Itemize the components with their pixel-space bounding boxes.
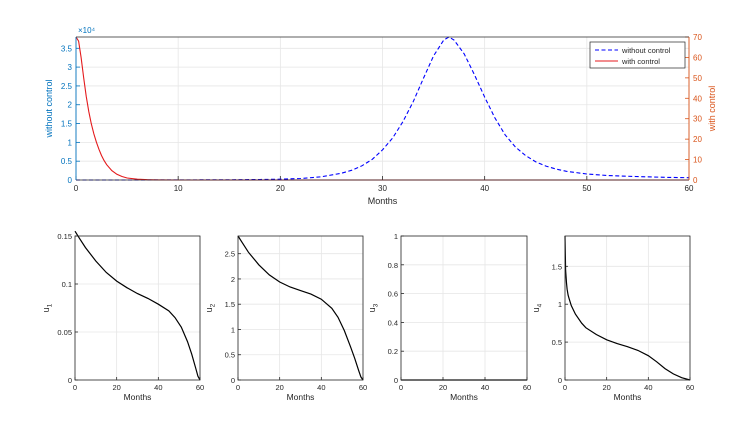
series-line-with-control	[75, 36, 689, 181]
x-tick-label: 40	[317, 383, 325, 392]
x-tick-label: 50	[582, 184, 591, 193]
y-left-tick-label: 0	[68, 176, 73, 185]
x-tick-label: 10	[174, 184, 183, 193]
y-axis-label: u4	[531, 303, 544, 312]
x-tick-label: 20	[602, 383, 610, 392]
x-axis-label: Months	[614, 392, 642, 402]
y-left-tick-label: 2.5	[61, 82, 73, 91]
x-axis-label: Months	[287, 392, 315, 402]
y-tick-label: 0.2	[388, 347, 398, 356]
y-tick-label: 0	[558, 376, 562, 385]
y-right-tick-label: 40	[693, 94, 702, 103]
y-left-multiplier: ×10⁴	[78, 26, 96, 35]
y-left-axis-label: without control	[44, 79, 54, 138]
axes-frame	[564, 235, 691, 381]
y-right-tick-label: 10	[693, 156, 702, 165]
y-tick-label: 0.15	[57, 232, 72, 241]
subplot-u3: 0 20 40 60 0 0.2 0.4 0.6 0.8 1 Months u3	[367, 232, 531, 402]
y-right-tick-label: 30	[693, 115, 702, 124]
main-chart: 0 10 20 30 40 50 6000.511.522.533.501020304050…	[44, 26, 717, 206]
y-right-tick-label: 50	[693, 74, 702, 83]
plot-area	[401, 236, 527, 380]
series-line	[564, 235, 691, 381]
y-tick-label: 0.6	[388, 290, 398, 299]
y-left-tick-label: 1	[68, 138, 73, 147]
y-left-tick-label: 3	[68, 63, 73, 72]
x-tick-label: 20	[275, 383, 283, 392]
x-tick-label: 60	[685, 184, 694, 193]
y-tick-label: 2	[231, 275, 235, 284]
y-tick-label: 0.5	[225, 351, 235, 360]
legend-label: with control	[621, 57, 660, 66]
y-tick-label: 1.5	[552, 262, 562, 271]
y-tick-label: 1	[394, 232, 398, 241]
y-tick-label: 0.5	[552, 338, 562, 347]
y-axis-label: u2	[204, 303, 217, 312]
y-axis-label: u1	[41, 303, 54, 312]
x-tick-label: 0	[399, 383, 403, 392]
axes-frame	[74, 235, 201, 381]
y-left-tick-label: 2	[68, 101, 73, 110]
x-tick-label: 20	[439, 383, 447, 392]
x-tick-label: 0	[236, 383, 240, 392]
y-tick-label: 0	[231, 376, 235, 385]
y-right-tick-label: 70	[693, 33, 702, 42]
plot-area	[238, 236, 363, 380]
y-tick-label: 1	[558, 300, 562, 309]
y-tick-label: 0.1	[62, 280, 72, 289]
x-tick-label: 60	[686, 383, 694, 392]
y-left-tick-label: 3.5	[61, 44, 73, 53]
axes-frame	[237, 235, 364, 381]
y-tick-label: 2.5	[225, 250, 235, 259]
x-tick-label: 60	[523, 383, 531, 392]
y-tick-label: 1	[231, 325, 235, 334]
x-tick-label: 20	[276, 184, 285, 193]
subplot-u4: 0 20 40 60 0 0.5 1 1.5 Months u4	[531, 235, 694, 402]
x-tick-label: 0	[563, 383, 567, 392]
legend: without control with control	[589, 41, 686, 69]
series-line	[74, 230, 201, 381]
y-left-tick-label: 1.5	[61, 120, 73, 129]
y-right-tick-label: 20	[693, 135, 702, 144]
axes-frame	[400, 235, 528, 381]
y-tick-label: 0	[394, 376, 398, 385]
y-tick-label: 0.4	[388, 318, 398, 327]
x-tick-label: 40	[644, 383, 652, 392]
y-tick-label: 0	[68, 376, 72, 385]
x-axis-label: Months	[450, 392, 478, 402]
x-tick-label: 30	[378, 184, 387, 193]
x-tick-label: 0	[74, 184, 79, 193]
x-tick-label: 20	[112, 383, 120, 392]
x-tick-label: 40	[480, 184, 489, 193]
series-line-without-control	[76, 36, 690, 181]
y-left-tick-label: 0.5	[61, 157, 73, 166]
legend-label: without control	[621, 46, 671, 55]
x-tick-label: 40	[154, 383, 162, 392]
x-axis-label: Months	[368, 196, 398, 206]
subplot-u1: 0 20 40 60 0 0.05 0.1 0.15 Months u1	[41, 230, 204, 402]
plot-area	[565, 236, 690, 380]
series-line	[237, 235, 364, 381]
y-right-axis-label: with control	[707, 86, 717, 133]
y-tick-label: 0.8	[388, 261, 398, 270]
legend-box	[589, 41, 686, 69]
plot-area	[75, 236, 200, 380]
x-axis-label: Months	[124, 392, 152, 402]
y-right-tick-label: 0	[693, 176, 698, 185]
y-tick-label: 0.05	[57, 328, 72, 337]
x-tick-label: 60	[196, 383, 204, 392]
x-tick-label: 0	[73, 383, 77, 392]
y-axis-label: u3	[367, 303, 380, 312]
x-tick-label: 60	[359, 383, 367, 392]
subplot-u2: 0 20 40 60 0 0.5 1 1.5 2 2.5 Months u2	[204, 235, 367, 402]
x-tick-label: 40	[481, 383, 489, 392]
y-right-tick-label: 60	[693, 53, 702, 62]
y-tick-label: 1.5	[225, 300, 235, 309]
